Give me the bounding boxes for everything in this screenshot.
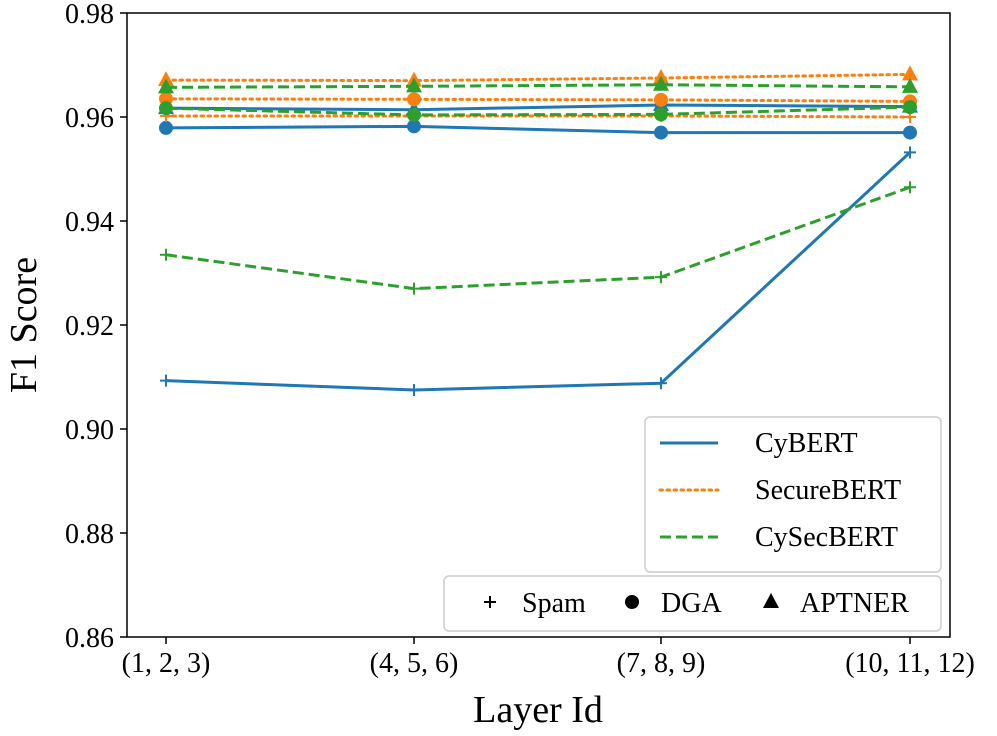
series-line (165, 151, 912, 392)
data-point (653, 75, 669, 91)
data-point (903, 125, 917, 140)
legend-label: DGA (661, 588, 722, 619)
data-point (160, 248, 172, 261)
legend-marker (484, 596, 496, 608)
legend-frame (644, 416, 942, 573)
data-point (407, 92, 421, 107)
data-point (654, 125, 668, 140)
data-point (904, 146, 916, 159)
legend-frame (443, 575, 942, 632)
x-tick-label: (4, 5, 6) (370, 648, 459, 679)
y-tick-label: 0.86 (65, 623, 114, 654)
y-tick-label: 0.98 (65, 0, 114, 30)
data-point (408, 384, 420, 396)
data-point (160, 374, 172, 387)
data-point (407, 119, 421, 134)
data-point (407, 107, 421, 122)
x-axis-label: Layer Id (473, 689, 603, 731)
data-point (904, 181, 916, 194)
legend-label: Spam (522, 588, 586, 619)
data-point (903, 100, 917, 115)
legend-label: CyBERT (755, 428, 858, 459)
data-point (654, 92, 668, 107)
chart-marks (158, 65, 918, 396)
series-line (165, 103, 911, 112)
y-tick-label: 0.96 (65, 103, 114, 134)
series-cysecbert-dga (159, 100, 917, 122)
series-securebert-aptner (158, 65, 918, 87)
x-tick-label: (1, 2, 3) (122, 648, 211, 679)
legend-marker (625, 595, 639, 609)
series-line (164, 97, 912, 103)
legend-marker (763, 593, 779, 608)
y-tick-label: 0.88 (65, 519, 114, 550)
data-point (159, 101, 173, 116)
y-tick-label: 0.94 (65, 207, 114, 238)
series-line (164, 72, 912, 83)
series-cybert-spam (160, 146, 916, 396)
data-point (408, 282, 420, 295)
data-point (654, 107, 668, 122)
data-point (158, 78, 174, 94)
x-tick-label: (7, 8, 9) (617, 648, 706, 679)
series-cysecbert-aptner (158, 75, 918, 94)
data-point (902, 77, 918, 93)
legend-tasks: Spam DGA APTNER (443, 575, 942, 632)
series-line (165, 185, 911, 291)
series-line (165, 83, 911, 89)
data-point (159, 120, 173, 135)
data-point (902, 65, 918, 81)
series-cysecbert-spam (160, 181, 916, 295)
legend-label: SecureBERT (755, 475, 901, 506)
series-line (165, 124, 910, 135)
data-point (655, 377, 667, 390)
series-cybert-dga (159, 119, 917, 140)
legend-models: CyBERT SecureBERT CySecBERT (644, 416, 942, 573)
legend-label: CySecBERT (755, 522, 898, 553)
x-tick-label: (10, 11, 12) (845, 648, 975, 679)
data-point (655, 271, 667, 284)
series-line (165, 105, 911, 117)
series-securebert-spam (160, 109, 916, 123)
y-tick-label: 0.92 (65, 311, 114, 342)
axes: 0.86 0.88 0.90 0.92 0.94 0.96 0.98 (1, 2, 3) (4,… (65, 0, 975, 679)
y-tick-label: 0.90 (65, 415, 114, 446)
data-point (406, 77, 422, 93)
legend-label: APTNER (800, 588, 909, 619)
y-axis-label: F1 Score (3, 257, 45, 393)
